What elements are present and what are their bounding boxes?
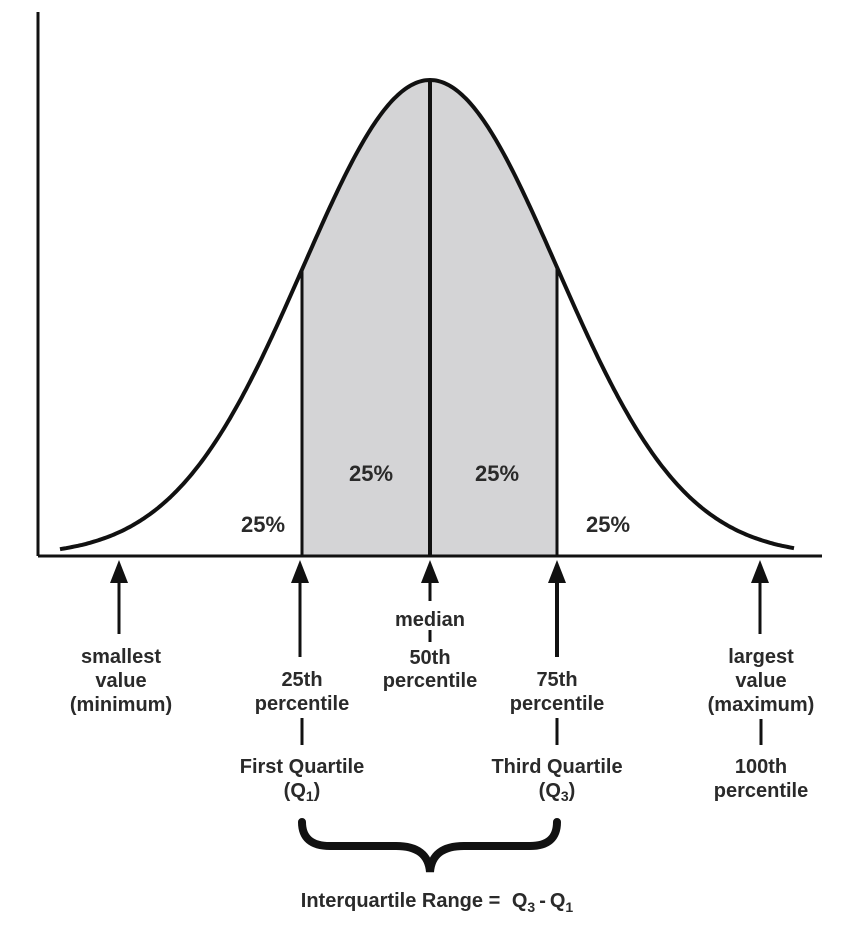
median-arrow [421, 560, 439, 642]
q3-label-line1: 75th [536, 669, 577, 691]
q3-symbol: (Q3) [539, 780, 576, 804]
median-label-line1: median [395, 609, 465, 631]
q1-quartile-name: First Quartile [240, 756, 364, 778]
median-label-line2: 50th [409, 647, 450, 669]
minimum-label-line1: smallest [81, 646, 161, 668]
maximum-arrow [751, 560, 769, 634]
left-tail-percent: 25% [241, 512, 285, 537]
right-tail-percent: 25% [586, 512, 630, 537]
q1-median-percent: 25% [349, 461, 393, 486]
median-q3-percent: 25% [475, 461, 519, 486]
q1-arrow [291, 560, 309, 657]
maximum-label-line4: 100th [735, 756, 787, 778]
q1-label-line1: 25th [281, 669, 322, 691]
median-label-line3: percentile [383, 670, 477, 692]
minimum-label-line2: value [95, 670, 146, 692]
minimum-label-line3: (minimum) [70, 694, 172, 716]
q1-label-line2: percentile [255, 693, 349, 715]
q1-symbol: (Q1) [284, 780, 321, 804]
interquartile-brace [298, 818, 561, 873]
minimum-arrow [110, 560, 128, 634]
maximum-label-line5: percentile [714, 780, 808, 802]
q3-arrow [548, 560, 566, 657]
maximum-label-line1: largest [728, 646, 794, 668]
interquartile-range-label: Interquartile Range = Q3- Q1 [301, 890, 574, 915]
q3-label-line2: percentile [510, 693, 604, 715]
maximum-label-line3: (maximum) [708, 694, 815, 716]
q3-quartile-name: Third Quartile [491, 756, 622, 778]
maximum-label-line2: value [735, 670, 786, 692]
bell-curve [59, 77, 795, 552]
